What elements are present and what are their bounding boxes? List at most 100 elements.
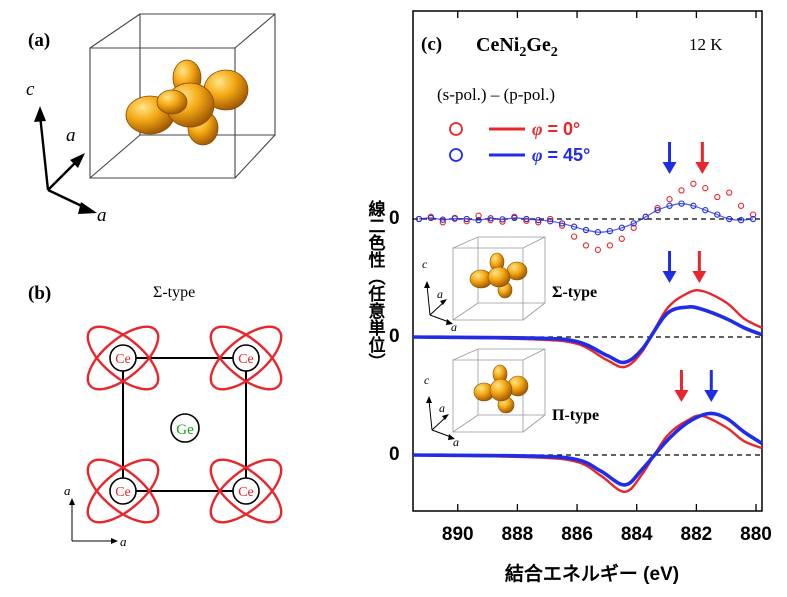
data-point-phi0 <box>499 218 506 225</box>
ce-atom-bottom-left: Ce <box>109 477 137 505</box>
y-axis-label: 線二色性（任意単位） <box>366 199 387 370</box>
zero-label-pi: 0 <box>389 444 400 465</box>
x-ticks: 890 888 886 884 882 880 <box>442 11 772 545</box>
data-point-phi0 <box>678 187 685 194</box>
panel-b-label: (b) <box>28 283 51 304</box>
data-point-phi45 <box>427 214 435 222</box>
arrow-head <box>695 162 710 174</box>
panel-b: (b) Σ-type Ce Ce Ce <box>28 283 283 549</box>
data-point-phi45 <box>547 218 554 225</box>
data-point-phi45 <box>415 215 423 223</box>
polarization-subtitle: (s-pol.) – (p-pol.) <box>437 85 555 104</box>
axes-a <box>34 106 97 214</box>
calc-curve-Σ-type-phi0 <box>412 289 763 369</box>
data-point-phi45 <box>630 220 637 227</box>
x-tick-label: 890 <box>442 524 474 545</box>
arrow-red <box>692 251 707 283</box>
x-tick-label: 880 <box>740 524 772 545</box>
inset-sigma-c: c <box>422 257 428 271</box>
data-point-phi45 <box>582 226 590 234</box>
data-point-phi45 <box>737 216 745 224</box>
data-point-phi0 <box>737 202 745 209</box>
data-point-phi0 <box>654 204 661 212</box>
data-point-phi45 <box>535 216 542 224</box>
axes-b <box>69 498 118 544</box>
orbital-bottom-left <box>86 458 160 524</box>
data-point-phi45 <box>558 220 566 227</box>
data-point-phi0 <box>690 180 697 187</box>
sigma-type-label: Σ-type <box>153 284 195 301</box>
legend-label-phi0: φ = 0° <box>532 119 580 139</box>
ge-atom-center: Ge <box>170 413 200 443</box>
axis-a1-label: a <box>66 125 76 146</box>
arrow-blue <box>704 370 719 402</box>
panel-a-label: (a) <box>28 30 50 51</box>
data-point-phi45 <box>511 214 518 222</box>
data-point-phi45 <box>439 216 446 223</box>
inset-sigma: c a a Σ-type <box>422 236 597 334</box>
data-point-phi0 <box>606 242 614 249</box>
data-point-phi45 <box>451 215 458 222</box>
data-point-phi0 <box>714 193 721 201</box>
inset-pi-a1: a <box>439 401 445 415</box>
plot-frame <box>412 10 763 512</box>
legend-entry-phi0: φ = 0° <box>449 119 580 139</box>
ce-atom-top-left: Ce <box>109 344 137 372</box>
data-point-phi45 <box>618 224 625 231</box>
x-tick-label: 884 <box>621 524 653 545</box>
axis-c-label: c <box>26 79 35 100</box>
ce-label: Ce <box>238 352 254 367</box>
compound-formula: CeNi2Ge2 <box>476 34 558 60</box>
experiment-line-phi45 <box>418 202 754 233</box>
ge-label: Ge <box>176 422 194 438</box>
inset-pi: c a a Π-type <box>424 348 599 449</box>
axis-a-horizontal-label: a <box>120 534 127 549</box>
data-point-phi0 <box>547 215 554 223</box>
data-point-phi0 <box>582 242 590 249</box>
arrow-red <box>674 370 689 402</box>
series-points <box>415 180 757 253</box>
inset-sigma-axes <box>424 281 453 325</box>
data-point-phi0 <box>487 216 494 224</box>
data-point-phi45 <box>714 211 721 218</box>
panel-a: (a) c a a <box>26 13 276 226</box>
data-point-phi45 <box>678 200 685 207</box>
legend-label-phi45: φ = 45° <box>532 145 590 165</box>
series-curves <box>412 202 763 493</box>
ce-label: Ce <box>238 485 254 500</box>
zero-label-experiment: 0 <box>389 208 400 229</box>
data-point-phi0 <box>618 235 625 242</box>
data-point-phi0 <box>749 211 757 218</box>
inset-sigma-a1: a <box>437 287 443 301</box>
arrow-red <box>695 142 710 174</box>
data-point-phi0 <box>523 217 530 224</box>
x-tick-label: 882 <box>681 524 713 545</box>
data-point-phi45 <box>654 207 661 214</box>
inset-pi-label: Π-type <box>552 407 599 424</box>
panel-c: (c) CeNi2Ge2 12 K (s-pol.) – (p-pol.) φ … <box>366 10 772 585</box>
inset-sigma-label: Σ-type <box>552 284 597 301</box>
data-point-phi0 <box>475 212 482 219</box>
data-point-phi0 <box>726 189 733 196</box>
data-point-phi45 <box>690 202 697 209</box>
axis-a-vertical-label: a <box>64 483 71 498</box>
data-point-phi0 <box>702 185 709 192</box>
cube-box <box>89 13 276 179</box>
inset-pi-axes <box>426 396 455 440</box>
arrow-head <box>662 162 677 174</box>
unit-cell-square <box>122 357 247 492</box>
data-point-phi0 <box>630 224 637 231</box>
data-point-phi45 <box>666 202 673 209</box>
orbital-top-right <box>209 325 283 391</box>
data-point-phi0 <box>463 218 470 225</box>
data-point-phi45 <box>499 216 506 223</box>
data-point-phi45 <box>475 216 482 224</box>
data-point-phi45 <box>726 215 733 223</box>
data-point-phi0 <box>439 219 446 226</box>
ce-atom-bottom-right: Ce <box>232 477 260 505</box>
inset-pi-c: c <box>424 373 430 387</box>
legend-entry-phi45: φ = 45° <box>449 145 590 165</box>
data-point-phi45 <box>642 213 649 220</box>
data-point-phi0 <box>594 246 602 253</box>
data-point-phi0 <box>570 233 578 240</box>
